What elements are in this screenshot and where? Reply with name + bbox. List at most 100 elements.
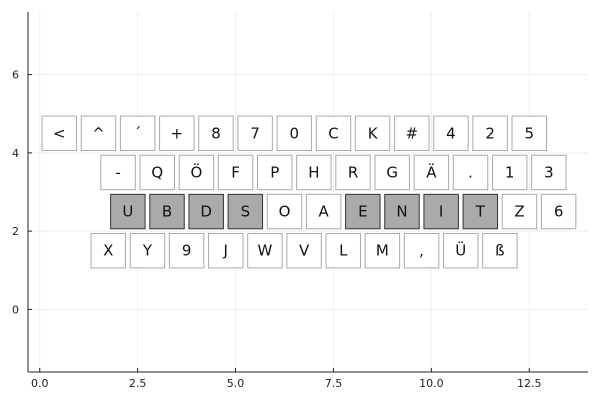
key-label: 0 [290,124,300,142]
key [335,154,371,191]
key-label: 8 [211,124,221,142]
key-label: X [103,242,113,260]
key [531,154,567,191]
key [198,115,234,152]
key [354,115,391,152]
key-label: Ü [455,241,466,260]
key [217,154,254,191]
grid-lines [28,12,588,372]
key [41,115,78,152]
key-highlighted [384,193,420,230]
key-label: H [308,163,319,181]
key [208,232,244,269]
key-label: R [348,163,358,181]
key [501,193,538,230]
key [247,232,283,269]
key-highlighted [462,193,499,230]
y-tick-label: 2 [12,225,19,238]
key [482,232,518,269]
key-highlighted [423,193,459,230]
key-label: I [439,203,443,221]
key-highlighted [345,193,381,230]
key-label: - [115,163,120,181]
key-markers: < ^ ´ +8 7 0 C K #4 2 5 - Q Ö F P H R G Ä. 1 3 U B D S O A E N I T Z 6 X Y 9… [41,115,577,269]
x-tick-label: 7.5 [325,377,343,390]
key-label: 6 [554,203,564,221]
key-label: T [475,203,486,221]
key-label: 7 [250,124,260,142]
key [394,115,430,152]
key-label: K [368,124,379,142]
key-label: E [358,203,367,221]
key-highlighted [227,193,264,230]
key-highlighted [149,193,185,230]
key [80,115,117,152]
key-label: O [279,203,291,221]
key-label: ^ [92,124,105,142]
key [491,154,528,191]
key-label: A [319,203,330,221]
key [374,154,410,191]
key [296,154,332,191]
key-label: # [405,124,418,142]
key-highlighted [110,193,146,230]
axes [27,12,588,373]
key-label: U [122,203,133,221]
key-label: 2 [485,124,495,142]
key-label: ß [495,242,504,260]
key-label: Y [142,242,153,260]
key [178,154,215,191]
key-label: ´ [134,124,142,142]
key-label: M [376,242,389,260]
key [452,154,489,191]
key [237,115,273,152]
key [511,115,547,152]
key [413,154,450,191]
key [305,193,342,230]
key-label: N [396,203,407,221]
key [325,232,361,269]
x-tick-label: 5.0 [227,377,245,390]
key-label: . [468,163,473,181]
key-label: P [270,163,279,181]
key-label: 9 [182,242,192,260]
key-label: L [339,242,348,260]
key [433,115,469,152]
key [100,154,136,191]
x-tick-label: 2.5 [129,377,147,390]
key [442,232,479,269]
key [119,115,156,152]
key [540,193,577,230]
key [168,232,205,269]
key-label: D [200,203,212,221]
key [266,193,303,230]
key [364,232,401,269]
key [256,154,293,191]
key-label: 1 [505,163,515,181]
key [90,232,127,269]
key-label: Ö [190,162,202,181]
key [315,115,352,152]
key [139,154,175,191]
key-label: S [241,203,251,221]
key [472,115,508,152]
y-tick-label: 4 [12,147,19,160]
key-label: B [162,203,172,221]
key [276,115,313,152]
key-highlighted [188,193,224,230]
key-label: J [223,242,228,260]
key-label: 4 [446,124,456,142]
key-label: < [53,124,66,142]
key-label: G [386,163,398,181]
key-label: V [299,242,310,260]
key [403,232,440,269]
key-label: Ä [426,162,437,181]
key-label: C [328,124,338,142]
x-tick-label: 12.5 [517,377,542,390]
key [286,232,322,269]
x-tick-label: 10.0 [419,377,444,390]
key-label: 3 [544,163,554,181]
y-tick-label: 0 [12,303,19,316]
key-label: + [171,124,184,142]
